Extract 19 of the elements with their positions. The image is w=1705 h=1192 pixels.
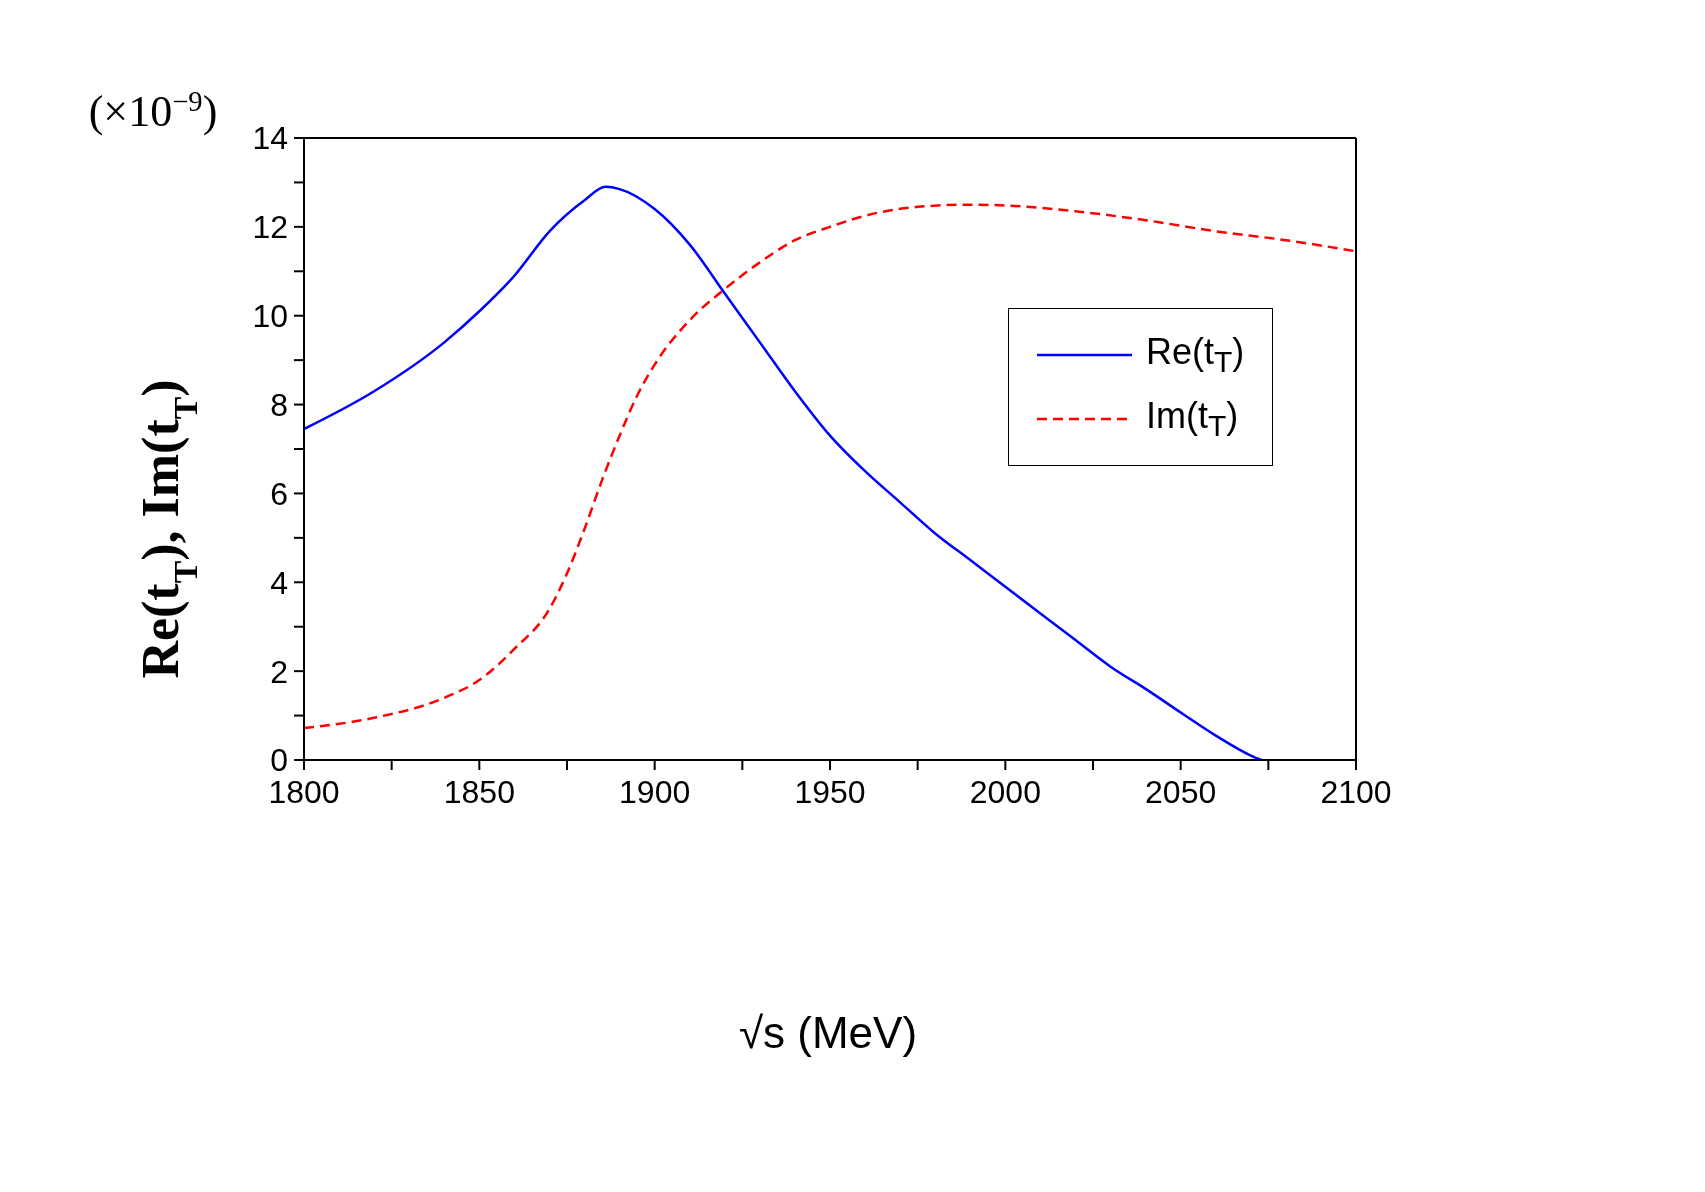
x-tick-label: 1850 <box>443 773 515 810</box>
y-tick-label: 12 <box>252 209 288 246</box>
line-series <box>304 185 1263 760</box>
y-tick-label: 8 <box>270 386 288 423</box>
x-tick-label: 1950 <box>794 773 866 810</box>
x-axis-title: √s (MeV) <box>738 1008 918 1057</box>
x-tick-label: 2050 <box>1145 773 1217 810</box>
y-tick-label: 2 <box>270 653 288 690</box>
line-series <box>304 203 1356 730</box>
legend-label: Re(t$_{T}$) <box>1146 330 1245 380</box>
legend-label: Im(t$_{T}$) <box>1146 394 1239 444</box>
x-tick-label: 1900 <box>619 773 691 810</box>
y-tick-label: 14 <box>252 120 288 157</box>
text: (×10$^{−9}$) <box>88 85 218 136</box>
x-tick-label: 2000 <box>969 773 1041 810</box>
y-tick-label: 10 <box>252 298 288 335</box>
y-tick-label: 4 <box>270 564 288 601</box>
x-tick-label: 2100 <box>1320 773 1392 810</box>
y-tick-label: 6 <box>270 475 288 512</box>
